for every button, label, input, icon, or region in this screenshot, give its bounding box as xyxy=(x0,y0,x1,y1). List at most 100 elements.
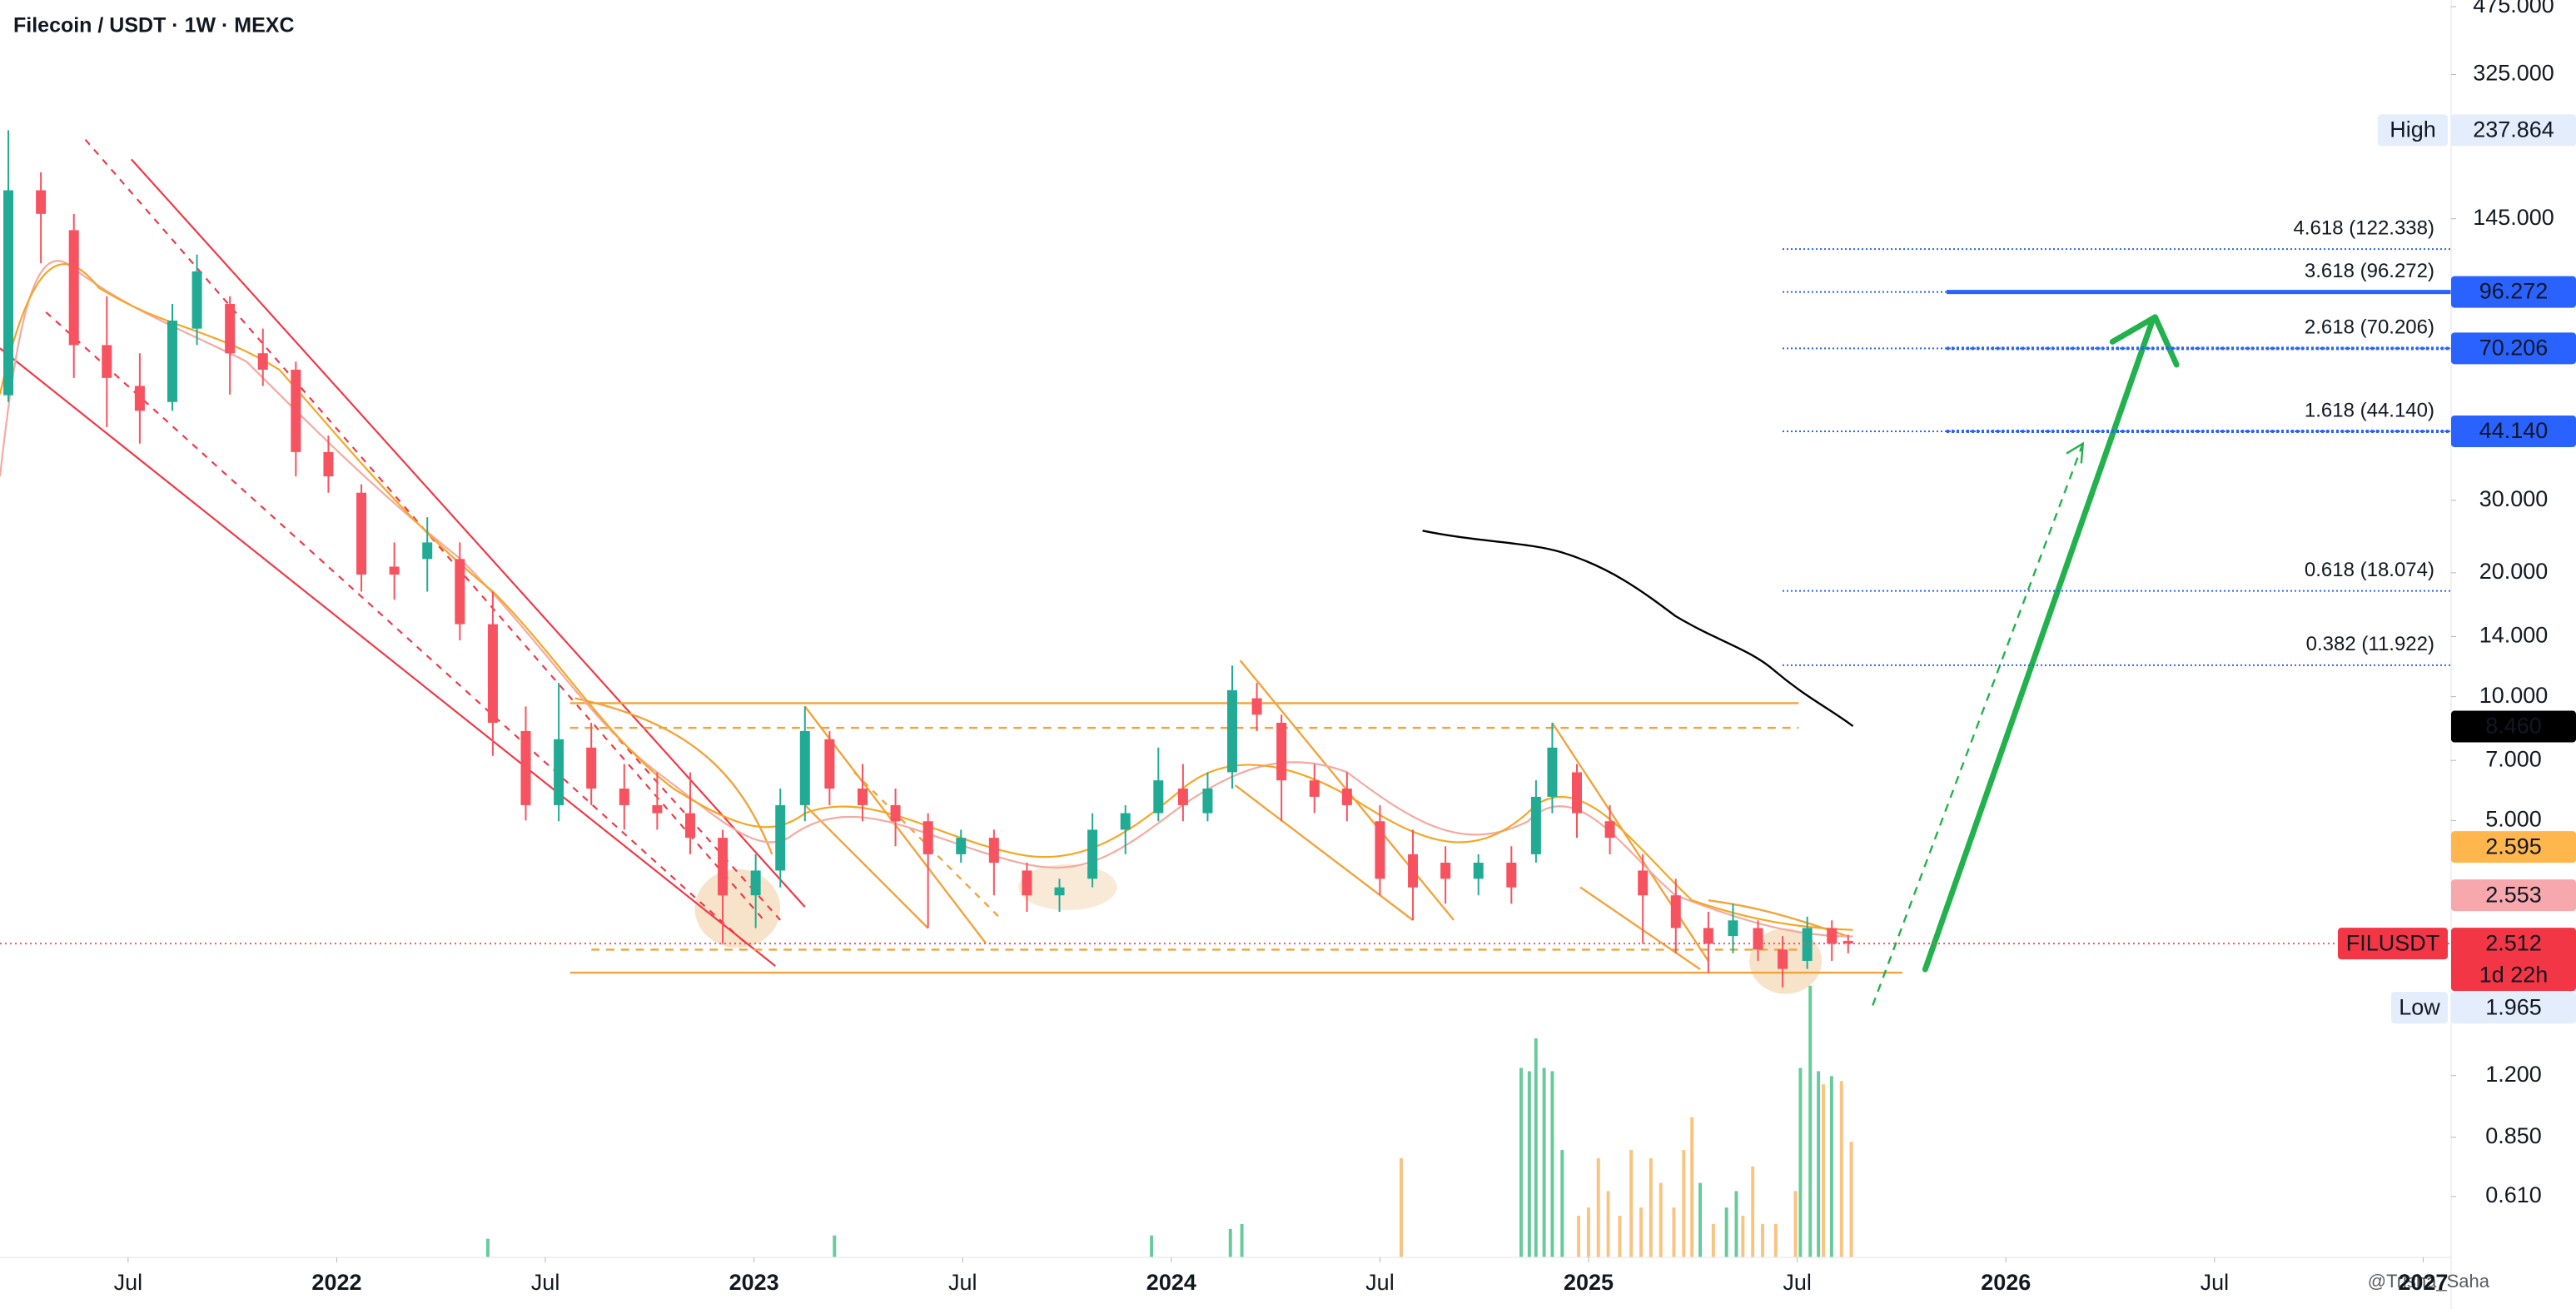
candle-body xyxy=(824,739,835,789)
fib-label: 0.618 (18.074) xyxy=(2305,559,2434,581)
price-tag-label: 70.206 xyxy=(2479,335,2549,360)
x-tick-label: 2025 xyxy=(1564,1270,1614,1295)
candle-body xyxy=(1276,723,1287,781)
candle-body xyxy=(191,271,202,329)
volume-bar xyxy=(1534,1038,1538,1257)
x-tick-label: 2023 xyxy=(729,1270,779,1295)
volume-bar xyxy=(1751,1166,1755,1257)
volume-bar xyxy=(1618,1216,1622,1257)
volume-bar xyxy=(1798,1068,1803,1257)
price-tag xyxy=(2451,332,2576,365)
volume-bar xyxy=(1734,1191,1738,1257)
price-tag xyxy=(2451,710,2576,743)
fib-label: 1.618 (44.140) xyxy=(2305,399,2434,421)
candle-body xyxy=(1375,821,1385,879)
candle-body xyxy=(225,304,236,354)
price-tag-label: 2.553 xyxy=(2485,882,2542,907)
volume-bar xyxy=(1849,1142,1853,1257)
candle-body xyxy=(422,542,433,560)
volume-bar xyxy=(1839,1081,1843,1257)
candle-body xyxy=(1153,780,1164,814)
candle-body xyxy=(1547,747,1558,797)
bottom-highlight xyxy=(1018,864,1117,911)
candle-body xyxy=(1703,928,1713,944)
price-tag-name-box xyxy=(2391,992,2448,1024)
volume-bar xyxy=(1542,1068,1546,1257)
candle-body xyxy=(890,804,901,822)
channel-line xyxy=(131,158,806,908)
y-tick-label: 325.000 xyxy=(2473,61,2554,86)
price-tag-name: High xyxy=(2390,117,2436,142)
volume-bar xyxy=(1793,1191,1798,1257)
watermark: @Trisha_Saha xyxy=(2368,1271,2490,1292)
channel-line xyxy=(853,771,1003,921)
y-tick-label: 7.000 xyxy=(2485,746,2542,771)
candle-body xyxy=(3,190,14,396)
volume-bar xyxy=(1228,1228,1232,1257)
volume-bar xyxy=(1560,1150,1564,1257)
price-tag-name-box xyxy=(2378,114,2448,147)
fib-label: 4.618 (122.338) xyxy=(2294,217,2434,239)
volume-bar xyxy=(1724,1207,1728,1257)
volume-bar xyxy=(1741,1216,1745,1257)
candle-body xyxy=(684,813,695,839)
target-arrow xyxy=(2109,314,2180,368)
volume-bar xyxy=(1711,1223,1715,1257)
y-tick-label: 475.000 xyxy=(2473,0,2554,17)
price-tag-name-box xyxy=(2338,928,2448,960)
y-tick-label: 0.850 xyxy=(2485,1123,2542,1148)
price-tag-label: 44.140 xyxy=(2479,418,2549,443)
volume-bars xyxy=(1399,1081,1853,1257)
candle-body xyxy=(1638,870,1649,896)
y-tick-label: 0.610 xyxy=(2485,1182,2542,1207)
y-tick-label: 10.000 xyxy=(2479,683,2549,708)
candle-body xyxy=(1341,788,1352,805)
price-tag xyxy=(2451,928,2576,992)
candle-body xyxy=(554,739,564,805)
candle-body xyxy=(988,838,999,863)
candle-body xyxy=(1202,788,1213,814)
candle-body xyxy=(586,747,597,789)
candle-body xyxy=(1440,862,1451,879)
volume-bar xyxy=(1577,1216,1581,1257)
candle-body xyxy=(956,838,967,854)
x-tick-label: Jul xyxy=(531,1270,560,1295)
fib-label: 0.382 (11.922) xyxy=(2306,633,2434,655)
fib-label: 2.618 (70.206) xyxy=(2305,316,2434,339)
candle-body xyxy=(922,821,933,854)
volume-bars xyxy=(486,985,1833,1257)
volume-bar xyxy=(1606,1191,1610,1257)
x-tick-label: Jul xyxy=(948,1270,977,1295)
volume-bar xyxy=(1698,1182,1703,1257)
x-tick-label: 2022 xyxy=(311,1270,361,1295)
price-tag-name: FILUSDT xyxy=(2346,930,2440,955)
x-tick-label: Jul xyxy=(2201,1270,2230,1295)
candle-body xyxy=(134,386,145,411)
projection-arrow xyxy=(2066,441,2085,464)
y-tick-label: 14.000 xyxy=(2479,623,2549,648)
channel-line xyxy=(803,804,929,929)
volume-bar xyxy=(1519,1068,1523,1257)
volume-bar xyxy=(1808,985,1813,1257)
candle-body xyxy=(1473,862,1484,879)
candle-body xyxy=(1022,870,1032,896)
candle-body xyxy=(775,804,786,871)
candle-body xyxy=(857,788,868,805)
chart-title: Filecoin / USDT · 1W · MEXC xyxy=(13,14,295,37)
candle-body xyxy=(1530,796,1541,854)
price-tag-label: 96.272 xyxy=(2479,279,2549,304)
channel-line xyxy=(1579,886,1701,971)
price-tag-label: 237.864 xyxy=(2473,117,2554,142)
price-tag-label: 2.595 xyxy=(2485,834,2542,859)
price-tag xyxy=(2451,831,2576,864)
candle-body xyxy=(1227,689,1238,773)
candle-body xyxy=(1604,821,1615,839)
volume-bar xyxy=(1773,1223,1778,1257)
volume-bar xyxy=(1629,1150,1634,1257)
candle-body xyxy=(1120,813,1131,830)
price-tag xyxy=(2451,879,2576,912)
y-tick-label: 30.000 xyxy=(2479,486,2549,511)
volume-bar xyxy=(1829,1076,1833,1257)
